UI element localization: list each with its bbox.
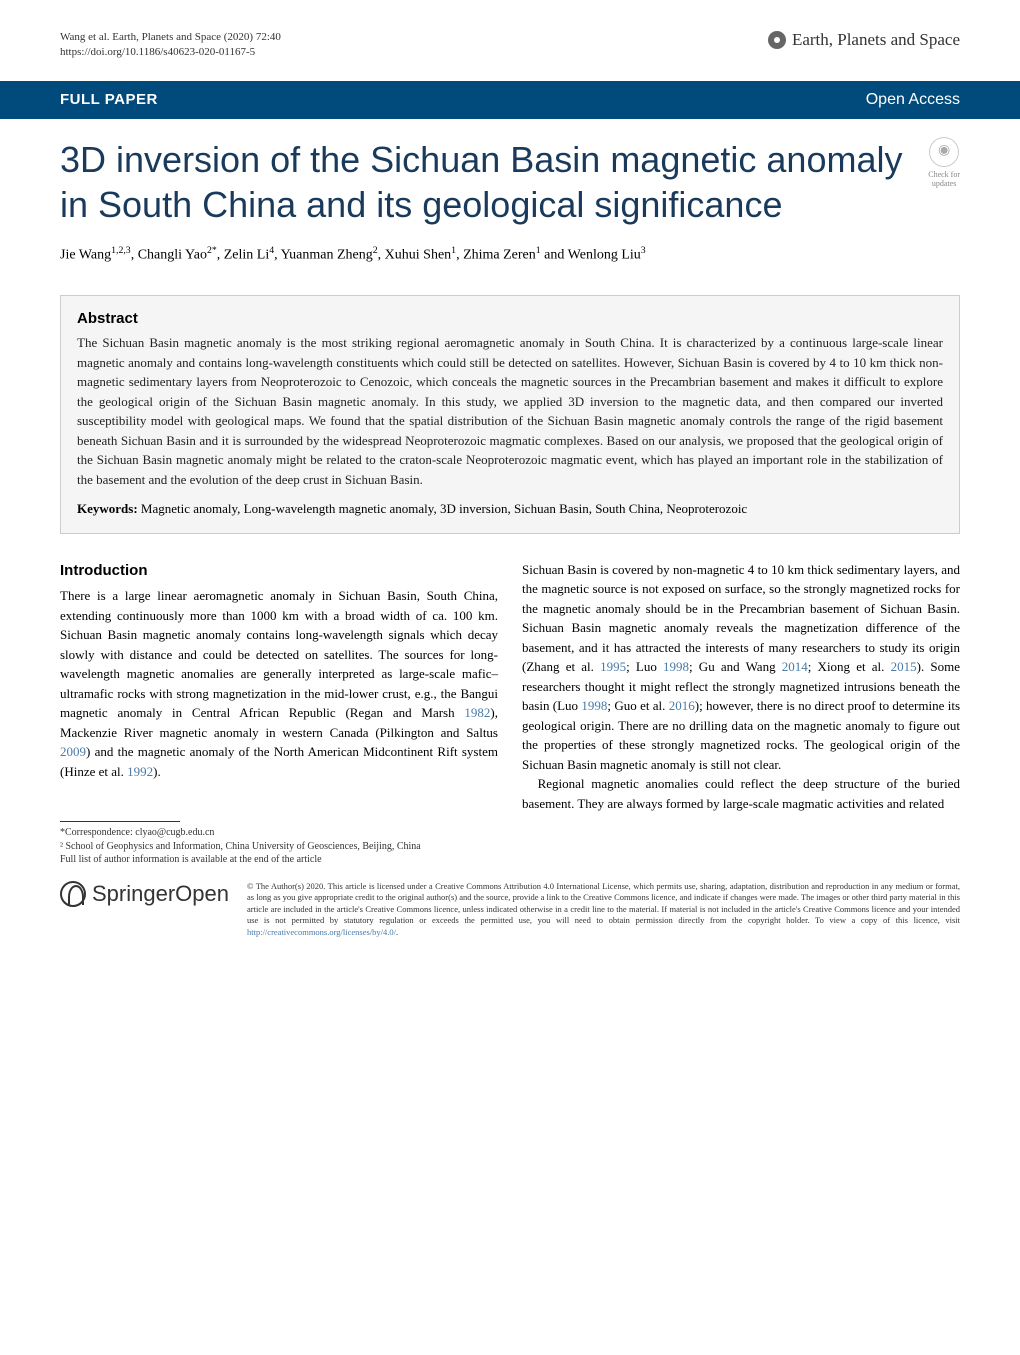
right-column: Sichuan Basin is covered by non-magnetic… bbox=[522, 560, 960, 867]
open-access-label: Open Access bbox=[866, 91, 960, 109]
article-title: 3D inversion of the Sichuan Basin magnet… bbox=[0, 119, 1020, 232]
body-paragraph-3: Regional magnetic anomalies could reflec… bbox=[522, 774, 960, 813]
cite-year[interactable]: 2014 bbox=[782, 659, 808, 674]
journal-brand: Earth, Planets and Space bbox=[768, 30, 960, 50]
citation-doi: https://doi.org/10.1186/s40623-020-01167… bbox=[60, 45, 281, 60]
cite-year[interactable]: 1998 bbox=[581, 698, 607, 713]
keywords-label: Keywords: bbox=[77, 501, 138, 516]
section-banner: FULL PAPER Open Access bbox=[0, 81, 1020, 119]
check-updates-line1: Check for bbox=[928, 170, 960, 180]
left-column: Introduction There is a large linear aer… bbox=[60, 560, 498, 867]
cite-year[interactable]: 2009 bbox=[60, 744, 86, 759]
license-end: . bbox=[396, 927, 398, 937]
citation-line-1: Wang et al. Earth, Planets and Space (20… bbox=[60, 30, 281, 45]
body-columns: Introduction There is a large linear aer… bbox=[0, 544, 1020, 867]
footnotes: *Correspondence: clyao@cugb.edu.cn ² Sch… bbox=[60, 826, 498, 867]
cite-year[interactable]: 2015 bbox=[891, 659, 917, 674]
cite-year[interactable]: 1992 bbox=[127, 764, 153, 779]
author-list: Jie Wang1,2,3, Changli Yao2*, Zelin Li4,… bbox=[0, 232, 1020, 286]
footer-row: SpringerOpen © The Author(s) 2020. This … bbox=[0, 867, 1020, 968]
journal-name: Earth, Planets and Space bbox=[792, 30, 960, 50]
affiliation-line: ² School of Geophysics and Information, … bbox=[60, 840, 498, 854]
abstract-box: Abstract The Sichuan Basin magnetic anom… bbox=[60, 295, 960, 534]
journal-logo-icon bbox=[768, 31, 786, 49]
full-list-line: Full list of author information is avail… bbox=[60, 853, 498, 867]
publisher-name: SpringerOpen bbox=[92, 881, 229, 907]
cite-year[interactable]: 2016 bbox=[669, 698, 695, 713]
keywords-line: Keywords: Magnetic anomaly, Long-wavelen… bbox=[77, 499, 943, 519]
license-link[interactable]: http://creativecommons.org/licenses/by/4… bbox=[247, 927, 396, 937]
cite-year[interactable]: 1998 bbox=[663, 659, 689, 674]
publisher-logo: SpringerOpen bbox=[60, 881, 229, 907]
license-body: © The Author(s) 2020. This article is li… bbox=[247, 881, 960, 925]
abstract-heading: Abstract bbox=[77, 310, 943, 327]
keywords-text: Magnetic anomaly, Long-wavelength magnet… bbox=[141, 501, 747, 516]
intro-paragraph-1: There is a large linear aeromagnetic ano… bbox=[60, 586, 498, 781]
cite-year[interactable]: 1995 bbox=[600, 659, 626, 674]
check-updates-line2: updates bbox=[928, 179, 960, 189]
license-text: © The Author(s) 2020. This article is li… bbox=[247, 881, 960, 938]
body-paragraph-2: Sichuan Basin is covered by non-magnetic… bbox=[522, 560, 960, 775]
check-updates-icon: ◉ bbox=[929, 137, 959, 167]
abstract-text: The Sichuan Basin magnetic anomaly is th… bbox=[77, 333, 943, 489]
page-header: Wang et al. Earth, Planets and Space (20… bbox=[0, 0, 1020, 71]
correspondence-line: *Correspondence: clyao@cugb.edu.cn bbox=[60, 826, 498, 840]
introduction-heading: Introduction bbox=[60, 560, 498, 583]
section-label: FULL PAPER bbox=[60, 91, 158, 108]
header-citation: Wang et al. Earth, Planets and Space (20… bbox=[60, 30, 281, 61]
check-updates-badge[interactable]: ◉ Check for updates bbox=[928, 137, 960, 189]
footnote-divider bbox=[60, 821, 180, 822]
cite-year[interactable]: 1982 bbox=[464, 705, 490, 720]
springer-horse-icon bbox=[60, 881, 86, 907]
